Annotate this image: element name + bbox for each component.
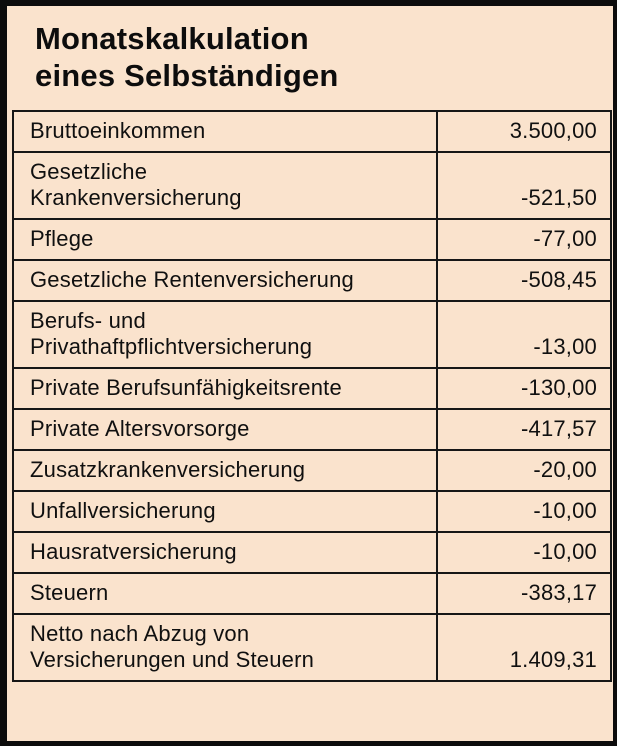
table-row: Private Berufsunfähigkeitsrente -130,00 [12,367,612,410]
row-value: -10,00 [436,490,612,533]
table-row: Hausratversicherung -10,00 [12,531,612,574]
table-row: Pflege -77,00 [12,218,612,261]
row-value: -521,50 [436,151,612,220]
row-value: 1.409,31 [436,613,612,682]
table-row: Zusatzkrankenversicherung -20,00 [12,449,612,492]
row-label: Steuern [12,572,438,615]
row-label: Hausratversicherung [12,531,438,574]
row-value: 3.500,00 [436,110,612,153]
row-label: Berufs- und Privathaftpflichtversicherun… [12,300,438,369]
table-row: Gesetzliche Rentenversicherung -508,45 [12,259,612,302]
row-value: -417,57 [436,408,612,451]
table-row: Netto nach Abzug von Versicherungen und … [12,613,612,682]
table-row: Berufs- und Privathaftpflichtversicherun… [12,300,612,369]
row-value: -383,17 [436,572,612,615]
row-value: -10,00 [436,531,612,574]
kalkulation-table: Bruttoeinkommen 3.500,00 Gesetzliche Krank… [12,110,612,682]
row-label: Bruttoeinkommen [12,110,438,153]
table-row: Private Altersvorsorge -417,57 [12,408,612,451]
table-row: Steuern -383,17 [12,572,612,615]
row-value: -77,00 [436,218,612,261]
row-label: Private Altersvorsorge [12,408,438,451]
row-label: Zusatzkrankenversicherung [12,449,438,492]
row-value: -13,00 [436,300,612,369]
table-row: Bruttoeinkommen 3.500,00 [12,110,612,153]
page-title: Monatskalkulation eines Selbständigen [35,21,339,93]
table-row: Unfallversicherung -10,00 [12,490,612,533]
row-label: Pflege [12,218,438,261]
row-label: Gesetzliche Krankenversicherung [12,151,438,220]
kalkulation-table-body: Bruttoeinkommen 3.500,00 Gesetzliche Krank… [12,110,612,682]
row-label: Private Berufsunfähigkeitsrente [12,367,438,410]
row-label: Netto nach Abzug von Versicherungen und … [12,613,438,682]
row-value: -508,45 [436,259,612,302]
row-value: -20,00 [436,449,612,492]
row-label: Gesetzliche Rentenversicherung [12,259,438,302]
table-row: Gesetzliche Krankenversicherung -521,50 [12,151,612,220]
row-label: Unfallversicherung [12,490,438,533]
row-value: -130,00 [436,367,612,410]
